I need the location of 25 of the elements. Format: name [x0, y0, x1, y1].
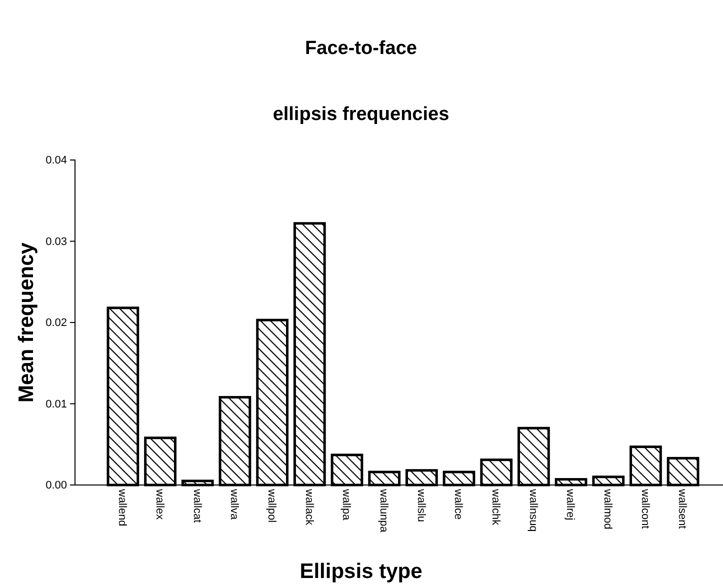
x-tick-label: wallrej: [564, 488, 576, 520]
y-tick-label: 0.03: [46, 236, 67, 248]
x-tick-label: wallunpa: [377, 488, 390, 534]
x-tick-label: wallex: [153, 488, 166, 520]
x-tick-label: wallcont: [638, 488, 651, 529]
chart-subtitle: ellipsis frequencies: [272, 104, 450, 125]
x-tick-label: wallcat: [190, 488, 203, 523]
x-tick-label: wallsent: [676, 488, 688, 529]
x-tick-label: wallnsuq: [526, 488, 539, 532]
x-tick-label: wallpol: [265, 488, 278, 523]
x-tick-label: wallslu: [414, 488, 427, 522]
x-axis-title: Ellipsis type: [300, 560, 422, 583]
x-tick-label: wallmod: [602, 488, 614, 530]
y-tick-label: 0.01: [46, 398, 67, 410]
y-tick-label: 0.04: [46, 154, 67, 167]
x-tick-label: wallce: [452, 488, 464, 520]
x-tick-label: wallva: [228, 488, 240, 520]
x-tick-label: wallack: [302, 488, 315, 526]
y-tick-label: 0.02: [46, 317, 67, 330]
chart-title: Face-to-face: [305, 38, 417, 59]
x-tick-label: wallend: [116, 488, 128, 526]
y-axis-title: Mean frequency: [15, 242, 38, 402]
x-tick-label: wallpa: [340, 488, 352, 522]
x-tick-label: wallchk: [490, 488, 502, 526]
y-tick-label: 0.00: [46, 480, 67, 492]
